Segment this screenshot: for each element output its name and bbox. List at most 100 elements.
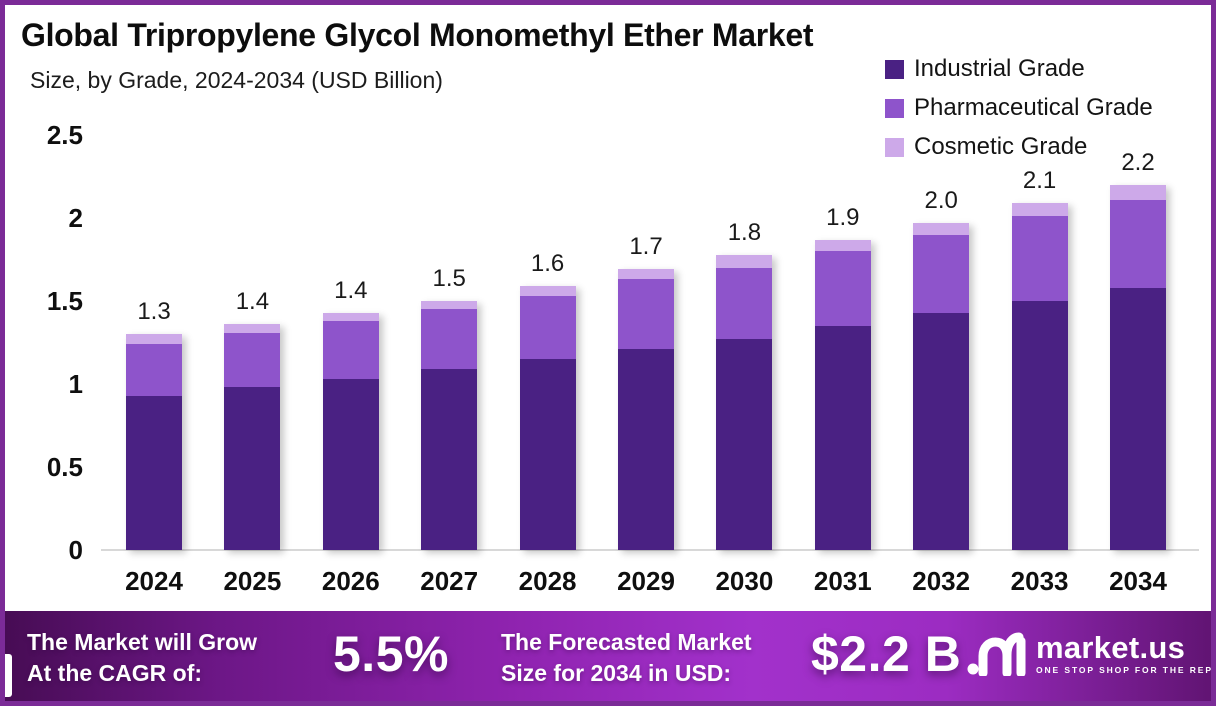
y-axis-tick-2: 2	[68, 203, 83, 233]
x-axis-label-2031: 2031	[813, 566, 872, 596]
bar-segment-2033-cosmetic-grade[interactable]	[1011, 203, 1068, 217]
banner-accent-strip	[5, 654, 12, 697]
forecast-value: $2.2 B	[811, 626, 962, 682]
marketus-logo[interactable]: market.us ONE STOP SHOP FOR THE REPORTS	[967, 629, 1213, 676]
legend-label: Cosmetic Grade	[914, 133, 1088, 160]
page-title: Global Tripropylene Glycol Monomethyl Et…	[21, 17, 814, 53]
x-axis-label-2028: 2028	[518, 566, 577, 596]
marketus-wave-icon	[967, 632, 1026, 676]
bar-2032[interactable]	[913, 222, 970, 550]
bar-2030[interactable]	[716, 254, 773, 550]
y-axis-tick-0: 0	[68, 535, 83, 565]
bar-segment-2031-industrial-grade[interactable]	[814, 325, 871, 550]
legend-swatch-pharmaceutical	[885, 98, 904, 118]
legend-swatch-cosmetic	[885, 137, 904, 157]
bar-segment-2026-cosmetic-grade[interactable]	[322, 312, 379, 321]
bar-2026[interactable]	[322, 312, 379, 550]
x-axis-label-2029: 2029	[617, 566, 675, 596]
bar-value-label-2024: 1.3	[137, 298, 171, 326]
bar-segment-2034-cosmetic-grade[interactable]	[1110, 184, 1166, 200]
bar-value-label-2030: 1.8	[727, 218, 762, 246]
bar-segment-2027-cosmetic-grade[interactable]	[421, 301, 478, 310]
bar-segment-2024-cosmetic-grade[interactable]	[126, 334, 182, 345]
bar-2033[interactable]	[1011, 203, 1068, 550]
brand-name: market.us	[1036, 629, 1186, 665]
bar-segment-2032-industrial-grade[interactable]	[913, 312, 970, 550]
y-axis-tick-1: 1	[68, 369, 83, 399]
bar-segment-2030-cosmetic-grade[interactable]	[716, 254, 773, 268]
bar-segment-2026-pharmaceutical-grade[interactable]	[322, 320, 379, 379]
bar-segment-2033-industrial-grade[interactable]	[1011, 300, 1068, 550]
cagr-label: The Market will Grow At the CAGR of:	[27, 627, 257, 689]
bar-value-label-2032: 2.0	[924, 186, 958, 214]
x-axis-label-2026: 2026	[321, 566, 380, 596]
bar-segment-2029-industrial-grade[interactable]	[618, 349, 674, 550]
bar-segment-2032-cosmetic-grade[interactable]	[913, 222, 970, 235]
x-axis-label-2025: 2025	[223, 566, 282, 596]
bar-segment-2028-pharmaceutical-grade[interactable]	[519, 296, 576, 360]
forecast-label-line1: The Forecasted Market	[501, 629, 752, 655]
bar-segment-2031-cosmetic-grade[interactable]	[814, 239, 871, 252]
bar-segment-2025-pharmaceutical-grade[interactable]	[224, 332, 281, 388]
bar-2027[interactable]	[421, 301, 478, 550]
bar-segment-2030-pharmaceutical-grade[interactable]	[716, 267, 773, 340]
bar-2034[interactable]	[1110, 184, 1166, 550]
bar-segment-2032-pharmaceutical-grade[interactable]	[913, 234, 970, 313]
y-axis-tick-0.5: 0.5	[46, 452, 83, 482]
legend-item-pharmaceutical[interactable]: Pharmaceutical Grade	[885, 94, 1153, 122]
bar-2025[interactable]	[224, 324, 281, 550]
bar-segment-2029-cosmetic-grade[interactable]	[618, 269, 674, 280]
bar-segment-2029-pharmaceutical-grade[interactable]	[618, 279, 674, 350]
bar-value-label-2034: 2.2	[1121, 148, 1155, 176]
bar-segment-2031-pharmaceutical-grade[interactable]	[814, 251, 871, 326]
x-axis-label-2027: 2027	[420, 566, 479, 596]
bar-segment-2025-cosmetic-grade[interactable]	[224, 324, 281, 333]
bar-segment-2027-pharmaceutical-grade[interactable]	[421, 309, 478, 370]
bar-segment-2028-cosmetic-grade[interactable]	[519, 286, 576, 296]
bar-2031[interactable]	[814, 239, 871, 550]
bar-value-label-2025: 1.4	[235, 288, 270, 316]
bar-value-label-2033: 2.1	[1022, 167, 1057, 195]
legend-item-industrial[interactable]: Industrial Grade	[885, 55, 1153, 83]
cagr-label-line2: At the CAGR of:	[27, 660, 203, 686]
legend-label: Pharmaceutical Grade	[914, 94, 1153, 121]
bar-segment-2024-pharmaceutical-grade[interactable]	[126, 344, 182, 396]
legend-swatch-industrial	[885, 59, 904, 79]
bar-value-label-2029: 1.7	[629, 233, 663, 261]
bar-segment-2034-pharmaceutical-grade[interactable]	[1110, 199, 1166, 288]
y-axis-tick-2.5: 2.5	[46, 120, 83, 150]
x-axis-line	[101, 549, 1199, 551]
chart-legend: Industrial Grade Pharmaceutical Grade Co…	[885, 55, 1153, 161]
forecast-label-line2: Size for 2034 in USD:	[501, 660, 732, 686]
cagr-value: 5.5%	[333, 626, 449, 682]
bar-2029[interactable]	[618, 269, 674, 550]
plot-area: 0 0.5 1 1.5 2 2.5 1.3 2024 1.4 2025 1.4 2026 1.5 2027…	[5, 5, 1211, 701]
bar-segment-2026-industrial-grade[interactable]	[322, 379, 379, 550]
bar-2024[interactable]	[126, 334, 182, 550]
chart-subtitle: Size, by Grade, 2024-2034 (USD Billion)	[30, 67, 443, 93]
brand-tagline: ONE STOP SHOP FOR THE REPORTS	[1036, 664, 1213, 675]
bar-segment-2025-industrial-grade[interactable]	[224, 387, 281, 550]
bar-value-label-2028: 1.6	[530, 250, 565, 278]
x-axis-label-2033: 2033	[1010, 566, 1069, 596]
bar-value-label-2031: 1.9	[826, 203, 860, 231]
forecast-label: The Forecasted Market Size for 2034 in U…	[501, 627, 752, 689]
bar-segment-2030-industrial-grade[interactable]	[716, 339, 773, 550]
x-axis-label-2034: 2034	[1109, 566, 1167, 596]
bar-2028[interactable]	[519, 286, 576, 550]
bar-segment-2027-industrial-grade[interactable]	[421, 369, 478, 550]
cagr-label-line1: The Market will Grow	[27, 629, 258, 655]
bar-value-label-2026: 1.4	[334, 276, 368, 304]
bar-segment-2024-industrial-grade[interactable]	[126, 395, 182, 550]
legend-item-cosmetic[interactable]: Cosmetic Grade	[885, 133, 1153, 161]
bottom-banner: The Market will Grow At the CAGR of: 5.5…	[5, 611, 1211, 701]
x-axis-label-2024: 2024	[125, 566, 183, 596]
bar-segment-2033-pharmaceutical-grade[interactable]	[1011, 216, 1068, 301]
y-axis-tick-1.5: 1.5	[46, 286, 83, 316]
bar-value-label-2027: 1.5	[432, 265, 466, 292]
bar-segment-2034-industrial-grade[interactable]	[1110, 287, 1166, 550]
x-axis-label-2032: 2032	[912, 566, 971, 596]
x-axis-label-2030: 2030	[715, 566, 774, 596]
bar-segment-2028-industrial-grade[interactable]	[519, 359, 576, 550]
